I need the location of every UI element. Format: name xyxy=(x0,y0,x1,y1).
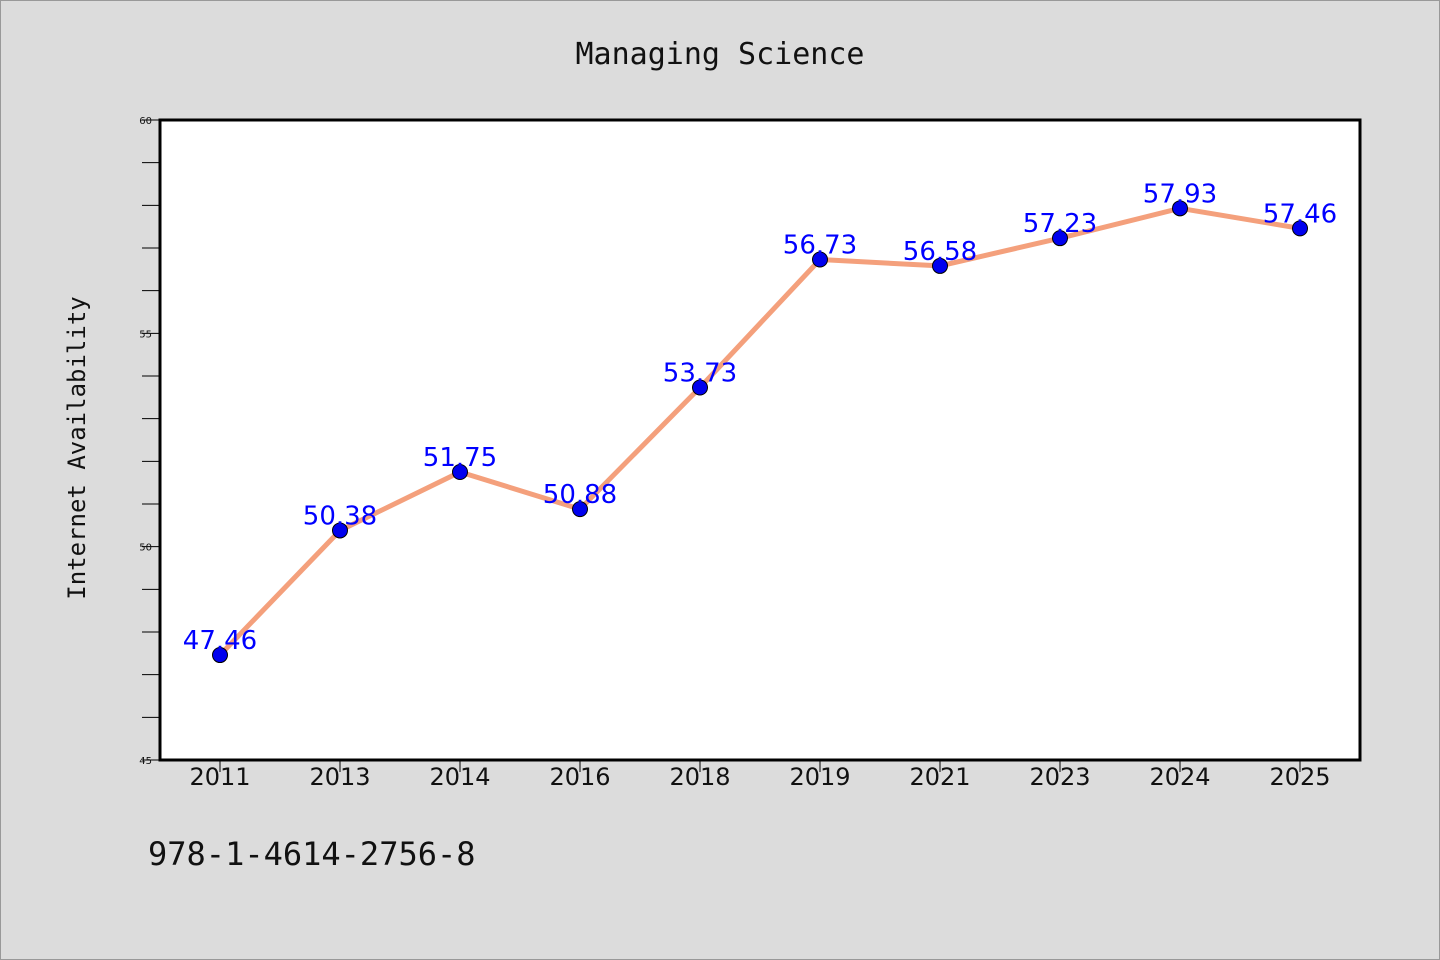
x-tick-label: 2014 xyxy=(429,763,490,791)
data-label: 57.23 xyxy=(1023,209,1097,239)
y-axis-label: Internet Availability xyxy=(63,296,91,599)
data-point xyxy=(1172,200,1188,217)
data-point xyxy=(212,647,228,664)
y-tick-label: 45 xyxy=(139,756,152,767)
x-tick-label: 2016 xyxy=(549,763,610,791)
data-label: 57.46 xyxy=(1263,199,1337,229)
series-markers xyxy=(212,200,1308,664)
x-axis: 2011 2013 2014 2016 2018 2019 2021 2023 2024 2025 xyxy=(189,760,1331,791)
data-label: 56.58 xyxy=(903,237,977,267)
y-tick-label: 50 xyxy=(139,543,152,554)
data-point xyxy=(572,501,588,518)
data-label: 50.88 xyxy=(543,480,617,510)
series-line xyxy=(217,205,1303,658)
x-tick-label: 2013 xyxy=(309,763,370,791)
x-tick-label: 2023 xyxy=(1029,763,1090,791)
data-label: 57.93 xyxy=(1143,179,1217,209)
data-labels: 47.46 50.38 51.75 50.88 53.73 56.73 56.58 57.23… xyxy=(183,179,1337,656)
x-tick-label: 2018 xyxy=(669,763,730,791)
chart-title: Managing Science xyxy=(576,37,865,72)
data-point xyxy=(692,379,708,396)
data-label: 47.46 xyxy=(183,626,257,656)
data-point xyxy=(1052,230,1068,247)
data-point xyxy=(1292,220,1308,237)
x-tick-label: 2011 xyxy=(189,763,250,791)
y-tick-label: 60 xyxy=(139,116,152,127)
y-axis: 45 50 55 60 xyxy=(139,116,160,767)
data-label: 50.38 xyxy=(303,501,377,531)
x-tick-label: 2019 xyxy=(789,763,850,791)
footer-isbn: 978-1-4614-2756-8 xyxy=(148,835,476,873)
y-tick-label: 55 xyxy=(139,329,152,340)
data-point xyxy=(452,464,468,480)
data-point xyxy=(932,257,948,274)
data-label: 56.73 xyxy=(783,231,857,261)
plot-area xyxy=(158,118,1362,762)
data-label: 51.75 xyxy=(423,443,497,473)
data-label: 53.73 xyxy=(663,359,737,389)
data-point xyxy=(812,251,828,268)
x-tick-label: 2024 xyxy=(1149,763,1210,791)
data-point xyxy=(332,522,348,539)
x-tick-label: 2025 xyxy=(1269,763,1330,791)
x-tick-label: 2021 xyxy=(909,763,970,791)
